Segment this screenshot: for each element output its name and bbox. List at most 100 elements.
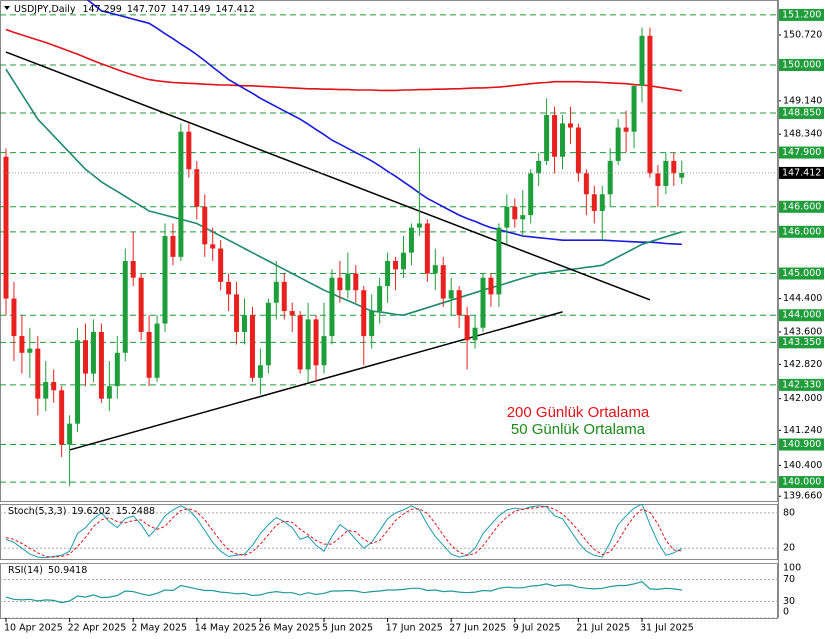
stoch-tick-label: 80: [783, 507, 795, 518]
low-value: 147.149: [171, 4, 210, 15]
candle-body: [424, 223, 430, 274]
y-tick-label: 149.140: [783, 95, 822, 106]
candle-body: [639, 35, 645, 86]
candle-body: [257, 365, 263, 378]
candle-body: [114, 352, 120, 387]
candle-body: [647, 35, 653, 174]
candle-body: [210, 244, 216, 249]
candle-body: [591, 194, 597, 211]
stoch-d: [5, 505, 682, 558]
candle-body: [361, 290, 367, 337]
candle-body: [3, 156, 9, 299]
ma200-label: 200 Günlük Ortalama: [507, 404, 650, 421]
candle-body: [43, 381, 49, 399]
level-box: [778, 106, 824, 119]
moving-average: [5, 68, 683, 317]
candle-body: [528, 173, 534, 216]
candle-body: [560, 123, 565, 157]
candle-body: [567, 123, 573, 128]
candle-body: [75, 340, 81, 424]
candle-body: [401, 252, 406, 270]
level-label: 144.000: [782, 310, 821, 321]
candle-body: [234, 294, 240, 332]
candle-body: [448, 290, 454, 299]
x-tick-label: 2 May 2025: [131, 623, 187, 634]
candle-body: [281, 281, 287, 312]
candle-body: [321, 336, 327, 366]
level-box: [778, 476, 824, 489]
y-tick-label: 142.000: [783, 393, 822, 404]
rsi-line: [5, 581, 682, 604]
level-label: 150.000: [782, 59, 821, 70]
moving-average: [86, 0, 682, 246]
level-box: [778, 200, 824, 213]
candle-body: [599, 194, 605, 211]
high-value: 147.707: [127, 4, 166, 15]
candle-body: [265, 302, 271, 366]
candle-body: [297, 315, 303, 370]
level-box: [778, 8, 824, 21]
level-box: [778, 378, 824, 391]
level-label: 143.350: [782, 337, 821, 348]
candle-body: [631, 85, 637, 132]
y-tick-label: 140.400: [783, 460, 822, 471]
candle-body: [488, 277, 494, 295]
level-box: [778, 267, 824, 280]
candle-body: [385, 261, 391, 287]
rsi-title: RSI(14): [8, 565, 43, 576]
candle-body: [456, 290, 462, 316]
candle-body: [369, 311, 375, 337]
candle-body: [194, 169, 200, 207]
level-box: [778, 146, 824, 159]
x-tick-label: 17 Jun 2025: [386, 623, 443, 634]
rsi-tick-label: 70: [783, 574, 795, 585]
candle-body: [11, 298, 17, 337]
candle-body: [607, 160, 613, 195]
candle-body: [122, 261, 128, 353]
last-price-box: [778, 166, 824, 179]
last-price-label: 147.412: [782, 167, 821, 178]
rsi-value: 50.9418: [48, 565, 87, 576]
candle-body: [146, 331, 152, 378]
y-tick-label: 141.240: [783, 425, 822, 436]
y-tick-label: 139.660: [783, 491, 822, 502]
candle-body: [679, 172, 685, 178]
chart-header: USDJPY,Daily 147.299 147.707 147.149 147…: [14, 4, 255, 15]
x-tick-label: 10 Apr 2025: [4, 623, 63, 634]
candle-body: [496, 227, 502, 295]
rsi-header: RSI(14) 50.9418: [8, 565, 87, 576]
stoch-header: Stoch(5,3,3) 19.6202 15.2488: [8, 506, 155, 517]
y-tick-label: 148.340: [783, 129, 822, 140]
moving-average: [5, 28, 682, 92]
candle-body: [671, 160, 677, 174]
candle-body: [552, 115, 558, 157]
trendline: [5, 51, 651, 301]
close-value: 147.412: [216, 4, 255, 15]
level-label: 146.600: [782, 201, 821, 212]
candle-body: [90, 331, 96, 374]
candle-body: [464, 315, 470, 341]
candle-body: [202, 206, 208, 245]
candle-body: [313, 319, 319, 366]
main-panel: [0, 0, 778, 502]
candle-body: [472, 327, 478, 341]
level-label: 142.330: [782, 379, 821, 390]
candle-body: [432, 265, 438, 274]
rsi-tick-label: 0: [783, 607, 789, 618]
candle-body: [27, 348, 33, 353]
candle-body: [536, 160, 542, 174]
candle-body: [249, 315, 255, 378]
candle-body: [520, 215, 526, 220]
candle-body: [504, 206, 510, 228]
x-tick-label: 21 Jul 2025: [576, 623, 630, 634]
candle-body: [408, 227, 414, 253]
candle-body: [615, 127, 621, 161]
candle-body: [305, 319, 311, 370]
candle-body: [138, 277, 144, 332]
candle-body: [83, 340, 88, 374]
candle-body: [377, 286, 383, 312]
candle-body: [416, 223, 422, 228]
level-label: 146.000: [782, 226, 821, 237]
candle-body: [289, 311, 295, 316]
